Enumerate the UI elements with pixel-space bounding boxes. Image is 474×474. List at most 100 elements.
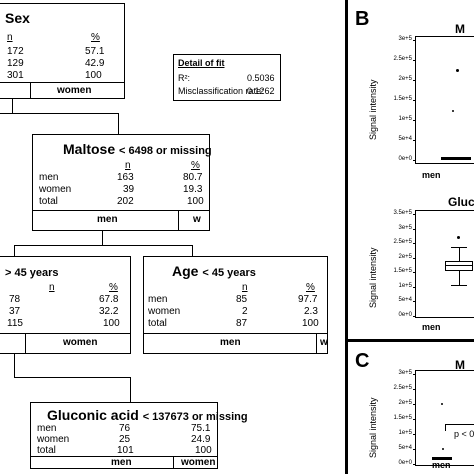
y-tick-label: 1e+5 <box>398 430 412 436</box>
y-tick-label: 0e+0 <box>398 312 412 318</box>
cell-pct: 75.1 <box>191 423 211 434</box>
y-tick-mark <box>413 40 416 41</box>
node-title: Age < 45 years <box>172 263 256 279</box>
y-tick-label: 3e+5 <box>398 36 412 42</box>
branch-label: women <box>57 85 92 96</box>
y-tick-label: 2.5e+5 <box>393 56 412 62</box>
y-tick-mark <box>413 160 416 161</box>
outlier-point <box>456 69 459 72</box>
x-category-label: men <box>432 460 451 470</box>
node-gluconic-acid: Gluconic acid < 137673 or missing men 76 75… <box>30 402 248 469</box>
y-tick-mark <box>413 449 416 450</box>
split-condition: > 45 years <box>5 267 59 279</box>
y-tick-mark <box>413 464 416 465</box>
y-tick-label: 0e+0 <box>398 156 412 162</box>
col-pct-header: % <box>306 282 315 293</box>
plot-area <box>415 370 474 466</box>
whisker-line <box>459 247 460 261</box>
plot-title: M <box>455 22 465 36</box>
y-tick-label: 1.5e+5 <box>393 268 412 275</box>
col-n-header: n <box>242 282 248 293</box>
fit-title: Detail of fit <box>178 58 225 68</box>
row-label: men <box>37 423 57 434</box>
cell-n: 39 <box>123 184 135 195</box>
y-tick-label: 3.5e+5 <box>393 210 412 216</box>
r2-value: 0.5036 <box>247 73 275 83</box>
plot-title: M <box>455 358 465 372</box>
col-pct-header: % <box>109 282 118 293</box>
cell-n: 101 <box>117 445 134 456</box>
significance-bracket <box>445 424 474 431</box>
node-title: > 45 years <box>5 263 59 279</box>
whisker-cap <box>451 285 467 286</box>
y-tick-label: 5e+4 <box>398 297 412 304</box>
y-tick-label: 1e+5 <box>398 282 412 289</box>
split-condition: < 45 years <box>202 267 256 279</box>
node-maltose: Maltose < 6498 or missing n % men 163 80… <box>32 134 212 231</box>
box <box>445 261 473 271</box>
y-axis-label: Signal intensity <box>368 397 378 458</box>
y-tick-mark <box>413 272 416 274</box>
row-label: women <box>37 434 70 445</box>
row-label: total <box>39 196 58 207</box>
y-tick-mark <box>413 140 416 141</box>
misclassification-label: Misclassification rate: <box>178 86 264 96</box>
x-category-label: men <box>422 322 441 332</box>
y-tick-label: 2e+5 <box>398 76 412 82</box>
cell-n: 78 <box>9 294 21 305</box>
y-tick-label: 5e+4 <box>398 445 412 451</box>
y-tick-label: 1.5e+5 <box>393 96 412 102</box>
y-tick-mark <box>413 214 416 215</box>
detail-of-fit-box: Detail of fit R²: 0.5036 Misclassificati… <box>173 54 281 101</box>
outlier-point <box>441 403 443 405</box>
branch-label: men <box>97 214 118 225</box>
outlier-point <box>452 110 454 112</box>
y-tick-label: 3e+5 <box>398 370 412 376</box>
row-label: men <box>39 172 59 183</box>
y-axis-label: Signal intensity <box>368 79 378 140</box>
cell-n: 25 <box>119 434 131 445</box>
cell-pct: 32.2 <box>99 306 119 317</box>
cell-pct: 100 <box>103 318 120 329</box>
whisker-line <box>459 271 460 285</box>
y-tick-mark <box>413 286 416 288</box>
panel-letter: B <box>355 8 370 30</box>
panel-divider-vertical <box>345 0 348 474</box>
y-tick-mark <box>413 374 416 375</box>
outlier-point <box>442 448 444 450</box>
plot-area <box>415 210 474 318</box>
y-tick-label: 1.5e+5 <box>393 415 412 421</box>
y-tick-label: 3e+5 <box>398 224 412 231</box>
p-value-label: p < 0 <box>454 429 474 439</box>
box-collapsed <box>432 457 452 460</box>
cell-n: 202 <box>117 196 134 207</box>
y-tick-mark <box>413 60 416 61</box>
y-tick-mark <box>413 80 416 81</box>
branch-label: women <box>63 337 98 348</box>
col-pct-header: % <box>191 160 200 171</box>
y-axis-label: Signal intensity <box>368 247 378 308</box>
y-tick-mark <box>413 257 416 259</box>
row-label: total <box>37 445 56 456</box>
y-tick-label: 1e+5 <box>398 116 412 122</box>
cell-n: 301 <box>7 70 24 81</box>
cell-pct: 67.8 <box>99 294 119 305</box>
cell-n: 172 <box>7 46 24 57</box>
y-tick-mark <box>413 316 416 317</box>
y-tick-mark <box>413 404 416 405</box>
cell-pct: 80.7 <box>183 172 203 183</box>
y-tick-mark <box>413 301 416 303</box>
cell-n: 115 <box>7 318 23 329</box>
branch-label: men <box>111 457 132 468</box>
y-tick-label: 2.5e+5 <box>393 239 412 246</box>
branch-label: w <box>193 214 201 225</box>
cell-pct: 100 <box>187 196 204 207</box>
cell-pct: 100 <box>85 70 102 81</box>
branch-label: w <box>320 337 328 348</box>
node-title: Gluconic acid < 137673 or missing <box>47 407 248 423</box>
branch-label: men <box>220 337 241 348</box>
y-tick-label: 2.5e+5 <box>393 385 412 391</box>
box-collapsed <box>441 157 471 160</box>
panel-divider-horizontal <box>345 339 474 342</box>
outlier-point <box>457 236 460 239</box>
